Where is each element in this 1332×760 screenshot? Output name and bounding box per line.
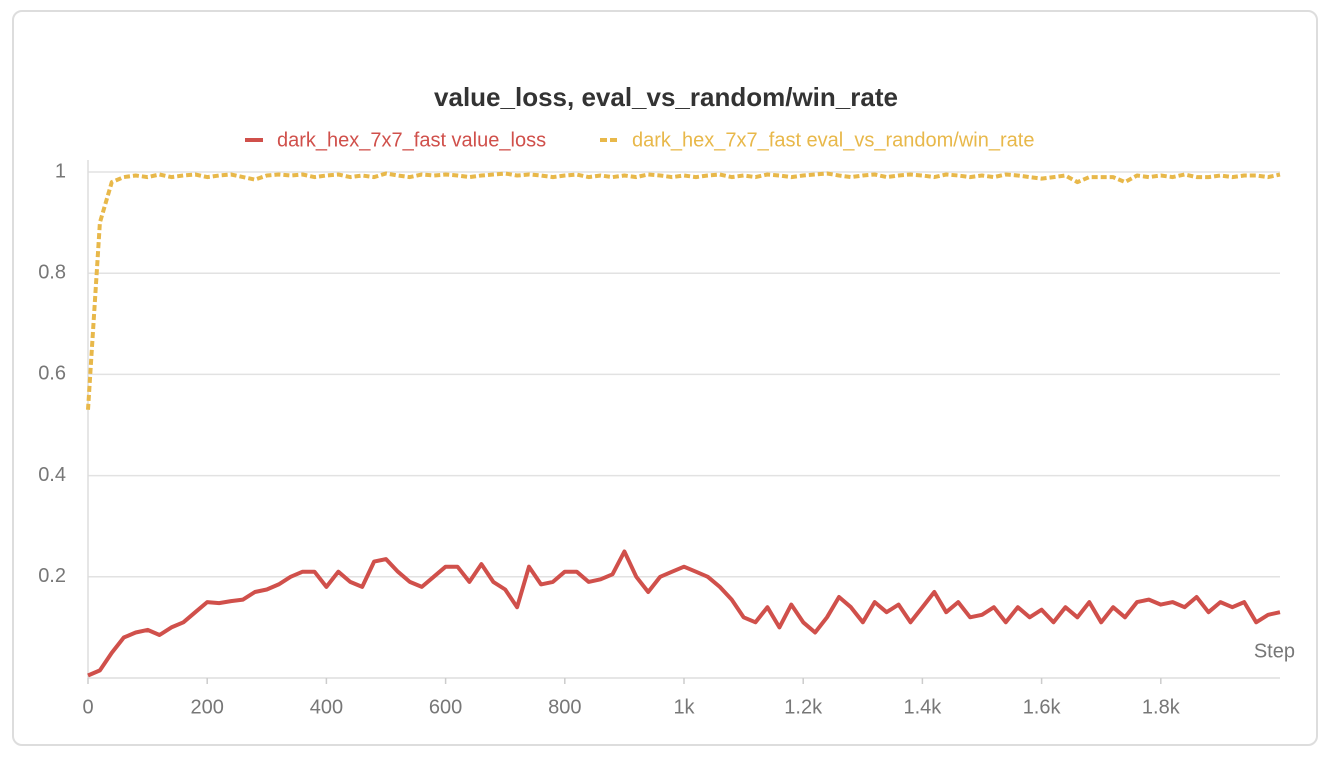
legend-label: dark_hex_7x7_fast eval_vs_random/win_rat… xyxy=(632,129,1034,151)
x-tick-label: 800 xyxy=(548,696,581,718)
y-tick-label: 0.2 xyxy=(38,565,66,587)
x-tick-label: 0 xyxy=(82,696,93,718)
y-tick-label: 0.8 xyxy=(38,261,66,283)
x-tick-label: 600 xyxy=(429,696,462,718)
x-tick-label: 1.4k xyxy=(903,696,942,718)
x-tick-label: 1.6k xyxy=(1023,696,1062,718)
legend-label: dark_hex_7x7_fast value_loss xyxy=(277,129,546,151)
y-tick-label: 0.6 xyxy=(38,363,66,385)
chart-title: value_loss, eval_vs_random/win_rate xyxy=(434,82,898,112)
panel-frame xyxy=(12,10,1318,746)
x-tick-label: 1.8k xyxy=(1142,696,1181,718)
series-line xyxy=(86,171,1281,410)
x-tick-label: 200 xyxy=(191,696,224,718)
x-tick-label: 400 xyxy=(310,696,343,718)
series-line xyxy=(87,549,1281,678)
x-axis-label: Step xyxy=(1254,640,1295,662)
y-tick-label: 1 xyxy=(55,160,66,182)
x-tick-label: 1k xyxy=(673,696,695,718)
y-tick-label: 0.4 xyxy=(38,464,66,486)
x-tick-label: 1.2k xyxy=(784,696,823,718)
